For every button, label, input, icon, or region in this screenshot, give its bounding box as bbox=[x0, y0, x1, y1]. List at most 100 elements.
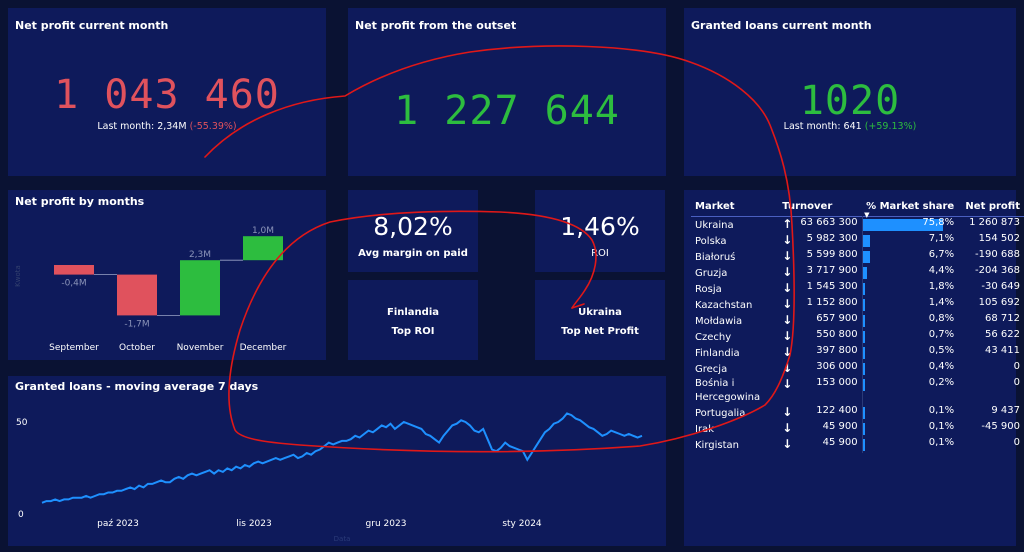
market-row[interactable]: Rosja ↓ 1 545 300 1,8% -30 649 bbox=[691, 281, 1024, 297]
market-name: Ukraina bbox=[695, 219, 734, 231]
kpi-net-profit-outset-card[interactable]: Net profit from the outset 1 227 644 bbox=[348, 8, 666, 176]
market-row[interactable]: Kirgistan ↓ 45 900 0,1% 0 bbox=[691, 437, 1024, 453]
market-name: Portugalia bbox=[695, 407, 746, 419]
turnover-value: 45 900 bbox=[822, 437, 858, 448]
market-share-bar bbox=[862, 407, 865, 419]
xtick-nov: lis 2023 bbox=[236, 519, 271, 529]
header-turnover[interactable]: Turnover bbox=[782, 200, 833, 212]
market-share-value: 0,5% bbox=[928, 345, 955, 356]
ytick-0: 0 bbox=[18, 510, 24, 520]
market-row[interactable]: Białoruś ↓ 5 599 800 6,7% -190 688 bbox=[691, 249, 1024, 265]
arrow-down-icon: ↓ bbox=[782, 233, 793, 247]
kpi-loans-month-card[interactable]: Granted loans current month 1020 Last mo… bbox=[684, 8, 1016, 176]
market-row[interactable]: Polska ↓ 5 982 300 7,1% 154 502 bbox=[691, 233, 1024, 249]
waterfall-bar-december[interactable] bbox=[243, 236, 283, 261]
market-share-value: 7,1% bbox=[928, 233, 955, 244]
top-roi-label: Top ROI bbox=[391, 326, 435, 337]
market-share-value: 4,4% bbox=[928, 265, 955, 276]
waterfall-chart[interactable]: Kwota -0,4M September -1,7M October 2,3M Nove… bbox=[8, 190, 326, 360]
market-share-bar bbox=[862, 235, 871, 247]
net-profit-by-months-panel[interactable]: Net profit by months Kwota -0,4M Septembe… bbox=[8, 190, 326, 360]
market-share-bar bbox=[862, 267, 868, 279]
market-share-value: 75,8% bbox=[922, 217, 955, 228]
market-name: Rosja bbox=[695, 283, 722, 295]
market-share-cell: 6,7% bbox=[861, 249, 959, 265]
market-share-bar bbox=[862, 315, 865, 327]
roi-card[interactable]: 1,46% ROI bbox=[535, 190, 665, 272]
market-name: Bośnia i Hercegowina bbox=[695, 378, 761, 403]
market-share-cell: 4,4% bbox=[861, 265, 959, 281]
market-row[interactable]: Gruzja ↓ 3 717 900 4,4% -204 368 bbox=[691, 265, 1024, 281]
loans-chart-panel[interactable]: Granted loans - moving average 7 days 0 … bbox=[8, 376, 666, 546]
market-row[interactable]: Grecja ↓ 306 000 0,4% 0 bbox=[691, 361, 1024, 377]
loans-series-line[interactable] bbox=[41, 412, 643, 504]
kpi-net-profit-month-card[interactable]: Net profit current month 1 043 460 Last … bbox=[8, 8, 326, 176]
kpi-last-month-label: Last month: 2,34M bbox=[97, 121, 187, 132]
top-roi-card[interactable]: Finlandia Top ROI bbox=[348, 280, 478, 360]
market-share-bar bbox=[862, 299, 865, 311]
market-share-bar bbox=[862, 379, 865, 391]
market-name: Irak bbox=[695, 423, 714, 435]
waterfall-category-label: November bbox=[177, 343, 224, 353]
market-row[interactable]: Ukraina ↑ 63 663 300 75,8% 1 260 873 bbox=[691, 216, 1024, 233]
market-row[interactable]: Kazachstan ↓ 1 152 800 1,4% 105 692 bbox=[691, 297, 1024, 313]
waterfall-category-label: October bbox=[119, 343, 155, 353]
header-market[interactable]: Market bbox=[695, 200, 735, 212]
turnover-value: 550 800 bbox=[816, 329, 858, 340]
arrow-down-icon: ↓ bbox=[782, 377, 793, 391]
waterfall-bar-november[interactable] bbox=[180, 260, 220, 316]
header-net-profit[interactable]: Net profit bbox=[965, 200, 1020, 212]
market-name: Finlandia bbox=[695, 347, 740, 359]
market-share-value: 0,2% bbox=[928, 377, 955, 388]
market-row[interactable]: Bośnia i Hercegowina ↓ 153 000 0,2% 0 bbox=[691, 377, 1024, 405]
market-share-cell: 0,2% bbox=[861, 377, 959, 405]
turnover-value: 1 545 300 bbox=[806, 281, 858, 292]
net-profit-value: 154 502 bbox=[978, 233, 1020, 244]
market-share-value: 0,1% bbox=[928, 421, 955, 432]
market-name: Kirgistan bbox=[695, 439, 739, 451]
kpi-net-profit-outset-title: Net profit from the outset bbox=[355, 19, 517, 32]
top-net-profit-card[interactable]: Ukraina Top Net Profit bbox=[535, 280, 665, 360]
market-share-cell: 0,1% bbox=[861, 405, 959, 421]
market-row[interactable]: Mołdawia ↓ 657 900 0,8% 68 712 bbox=[691, 313, 1024, 329]
market-share-cell: 0,7% bbox=[861, 329, 959, 345]
arrow-down-icon: ↓ bbox=[782, 281, 793, 295]
avg-margin-value: 8,02% bbox=[373, 212, 453, 241]
loans-line-chart[interactable]: 0 50 paź 2023 lis 2023 gru 2023 sty 2024… bbox=[8, 376, 666, 546]
market-share-cell: 0,1% bbox=[861, 421, 959, 437]
market-table[interactable]: Market Turnover % Market share ▼ Net pro… bbox=[691, 196, 1024, 453]
market-row[interactable]: Czechy ↓ 550 800 0,7% 56 622 bbox=[691, 329, 1024, 345]
net-profit-value: 68 712 bbox=[985, 313, 1020, 324]
kpi-net-profit-outset-value: 1 227 644 bbox=[394, 88, 620, 134]
avg-margin-card[interactable]: 8,02% Avg margin on paid bbox=[348, 190, 478, 272]
kpi-change-value: (-55.39%) bbox=[189, 121, 237, 132]
kpi-loans-change-value: (+59.13%) bbox=[864, 121, 917, 132]
xtick-dec: gru 2023 bbox=[366, 519, 407, 529]
net-profit-value: 43 411 bbox=[985, 345, 1020, 356]
waterfall-bar-october[interactable] bbox=[117, 274, 157, 316]
market-name: Grecja bbox=[695, 363, 728, 375]
waterfall-bar-september[interactable] bbox=[54, 265, 94, 275]
arrow-up-icon: ↑ bbox=[782, 217, 793, 231]
market-row[interactable]: Irak ↓ 45 900 0,1% -45 900 bbox=[691, 421, 1024, 437]
net-profit-value: 9 437 bbox=[991, 405, 1020, 416]
waterfall-category-label: September bbox=[49, 343, 99, 353]
net-profit-value: 105 692 bbox=[978, 297, 1020, 308]
arrow-down-icon: ↓ bbox=[782, 361, 793, 375]
market-row[interactable]: Finlandia ↓ 397 800 0,5% 43 411 bbox=[691, 345, 1024, 361]
net-profit-by-months-title: Net profit by months bbox=[15, 195, 145, 208]
waterfall-value-label: -0,4M bbox=[61, 279, 86, 289]
arrow-down-icon: ↓ bbox=[782, 345, 793, 359]
kpi-loans-month-subline: Last month: 641 (+59.13%) bbox=[684, 121, 1016, 132]
arrow-down-icon: ↓ bbox=[782, 329, 793, 343]
market-share-bar bbox=[862, 283, 865, 295]
market-name: Kazachstan bbox=[695, 299, 753, 311]
ytick-50: 50 bbox=[16, 418, 28, 428]
header-market-share[interactable]: % Market share ▼ bbox=[862, 196, 958, 220]
net-profit-value: 1 260 873 bbox=[969, 217, 1020, 228]
xtick-jan: sty 2024 bbox=[502, 519, 542, 529]
turnover-value: 122 400 bbox=[816, 405, 858, 416]
market-share-cell: 0,4% bbox=[861, 361, 959, 377]
kpi-net-profit-month-title: Net profit current month bbox=[15, 19, 169, 32]
market-row[interactable]: Portugalia ↓ 122 400 0,1% 9 437 bbox=[691, 405, 1024, 421]
